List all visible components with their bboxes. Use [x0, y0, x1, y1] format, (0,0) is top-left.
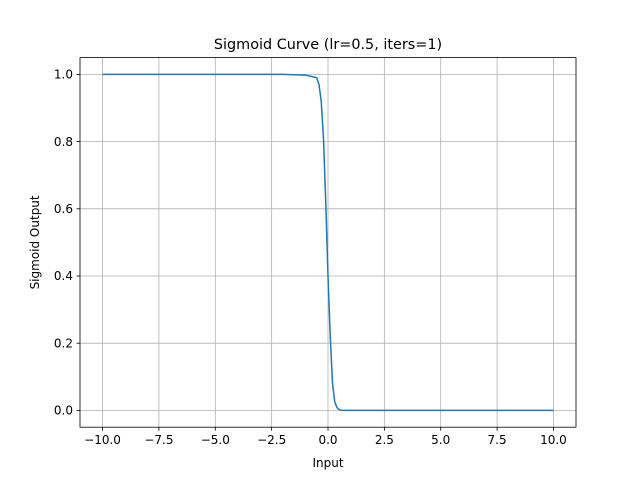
- series-line: [102, 73, 554, 412]
- x-axis-label: Input: [312, 456, 343, 470]
- y-tick-label: 0.8: [54, 135, 73, 149]
- x-tick-label: 10.0: [540, 433, 567, 447]
- x-tick-label: −10.0: [84, 433, 121, 447]
- y-axis-label: Sigmoid Output: [28, 195, 42, 289]
- x-tick-label: −2.5: [257, 433, 286, 447]
- x-tick-label: 7.5: [488, 433, 507, 447]
- y-tick-label: 0.2: [54, 336, 73, 350]
- y-tick-label: 0.0: [54, 404, 73, 418]
- x-tick-label: 5.0: [431, 433, 450, 447]
- ticks: −10.0 −7.5 −5.0 −2.5 0.0 2.5 5.0 7.5 10.0 0.0 0.2 0…: [54, 68, 567, 448]
- x-tick-label: 2.5: [375, 433, 394, 447]
- y-tick-label: 0.6: [54, 202, 73, 216]
- series-layer: [102, 73, 554, 412]
- y-tick-label: 0.4: [54, 269, 73, 283]
- x-tick-label: 0.0: [318, 433, 337, 447]
- x-tick-label: −7.5: [144, 433, 173, 447]
- chart-title: Sigmoid Curve (lr=0.5, iters=1): [214, 37, 442, 53]
- y-tick-label: 1.0: [54, 68, 73, 82]
- x-tick-label: −5.0: [201, 433, 230, 447]
- grid: [80, 57, 576, 428]
